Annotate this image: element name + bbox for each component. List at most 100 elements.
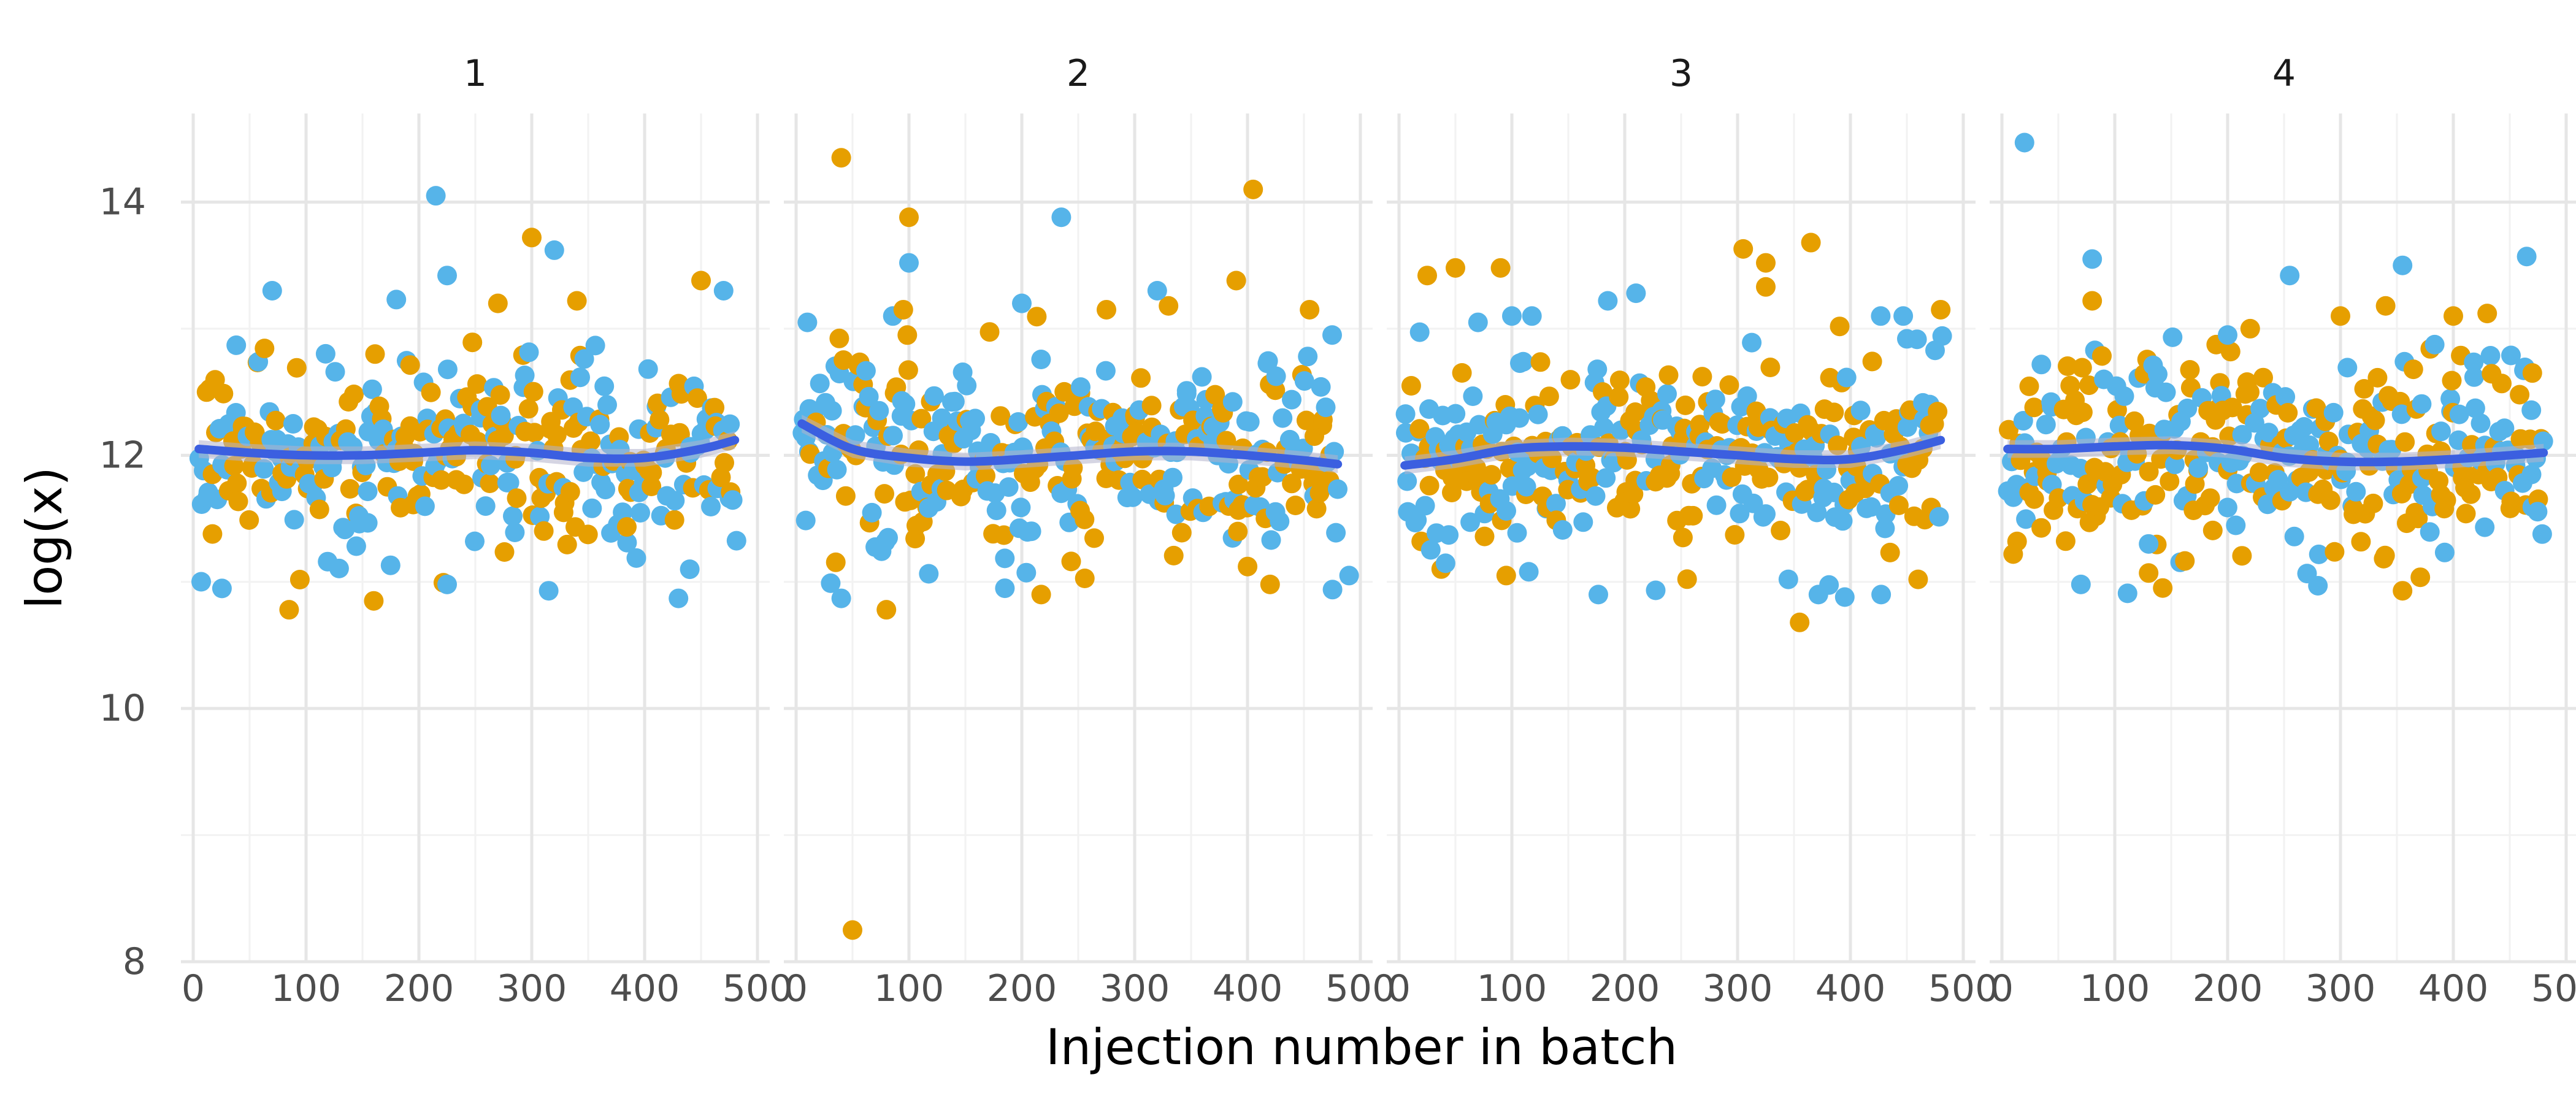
x-tick-label: 400 <box>1815 967 1886 1010</box>
point-series-a <box>239 510 259 530</box>
point-series-a <box>1141 396 1162 416</box>
point-series-a <box>507 488 527 508</box>
point-series-a <box>1675 395 1695 415</box>
point-series-b <box>2148 364 2168 385</box>
x-tick-label: 400 <box>2418 967 2489 1010</box>
point-series-a <box>1692 367 1712 387</box>
point-series-b <box>1012 293 1032 313</box>
point-series-a <box>581 431 601 451</box>
point-series-a <box>1228 521 1248 542</box>
point-series-a <box>202 524 223 544</box>
point-series-b <box>283 414 303 434</box>
minor-grid <box>784 113 1373 962</box>
point-series-b <box>2259 423 2279 443</box>
point-series-b <box>570 367 590 388</box>
point-series-b <box>1657 384 1677 404</box>
point-series-b <box>346 536 366 556</box>
point-series-a <box>831 148 851 168</box>
point-series-b <box>1756 504 1776 524</box>
point-series-b <box>2275 387 2296 407</box>
point-series-a <box>1756 277 1776 297</box>
point-series-b <box>2465 398 2485 418</box>
point-series-b <box>986 500 1006 521</box>
point-series-b <box>883 426 903 446</box>
point-series-b <box>1866 427 1887 448</box>
point-series-a <box>2375 545 2395 565</box>
point-series-a <box>2249 462 2269 483</box>
point-series-a <box>2325 542 2345 562</box>
point-series-b <box>669 588 689 608</box>
point-series-a <box>2220 342 2241 362</box>
point-series-a <box>560 481 580 502</box>
point-series-a <box>1999 420 2018 440</box>
point-series-b <box>1929 507 1949 527</box>
point-series-b <box>2337 358 2358 378</box>
scatter-points <box>189 186 746 620</box>
point-series-b <box>1270 512 1290 532</box>
point-series-b <box>631 503 650 523</box>
point-series-a <box>454 474 474 494</box>
point-series-b <box>1528 404 1548 424</box>
point-series-a <box>2160 471 2180 491</box>
point-series-a <box>467 374 487 394</box>
point-series-b <box>1519 562 1539 582</box>
point-series-b <box>2346 481 2366 502</box>
point-series-a <box>488 293 508 313</box>
point-series-b <box>1163 467 1183 488</box>
point-series-a <box>289 570 310 589</box>
point-series-b <box>1897 417 1917 437</box>
point-series-b <box>1316 397 1336 418</box>
point-series-b <box>1051 207 1071 228</box>
point-series-a <box>2510 385 2530 405</box>
point-series-b <box>1463 386 1483 406</box>
point-series-a <box>1880 542 1900 562</box>
point-series-b <box>2475 517 2495 537</box>
x-tick-label: 100 <box>271 967 342 1010</box>
point-series-b <box>437 574 457 594</box>
point-series-b <box>1706 495 1727 515</box>
point-series-b <box>2109 415 2129 435</box>
point-series-b <box>617 532 637 553</box>
point-series-a <box>2072 358 2092 378</box>
point-series-a <box>1756 253 1776 273</box>
x-tick-label: 500 <box>1325 967 1396 1010</box>
point-series-b <box>1409 322 1430 342</box>
point-series-b <box>358 513 378 533</box>
point-series-a <box>309 499 329 519</box>
x-tick-label: 0 <box>1990 967 2014 1010</box>
point-series-b <box>701 497 721 516</box>
point-series-b <box>515 366 535 385</box>
point-series-b <box>1122 487 1143 507</box>
point-series-a <box>1530 352 1551 372</box>
point-series-b <box>594 376 615 396</box>
point-series-b <box>2420 522 2440 542</box>
point-series-a <box>2180 360 2200 380</box>
point-series-a <box>490 385 510 405</box>
point-series-a <box>1031 585 1051 605</box>
trend-line <box>194 435 740 463</box>
facet-panel-1: 1 0 100 200 300 400 500 <box>181 52 792 1010</box>
point-series-a <box>2393 581 2413 601</box>
point-series-b <box>1322 580 1343 600</box>
point-series-a <box>1171 523 1192 543</box>
point-series-b <box>1326 523 1346 543</box>
point-series-a <box>826 552 846 572</box>
point-series-b <box>1730 504 1750 524</box>
point-series-b <box>1240 412 1260 432</box>
point-series-b <box>2031 355 2052 375</box>
point-series-b <box>1322 325 1342 345</box>
point-series-a <box>1931 299 1951 320</box>
point-series-b <box>2226 473 2247 494</box>
point-series-a <box>1712 414 1732 434</box>
point-series-b <box>1596 468 1616 488</box>
point-series-a <box>1797 480 1817 500</box>
point-series-a <box>1401 376 1421 396</box>
point-series-a <box>1286 496 1306 515</box>
point-series-b <box>2218 325 2237 345</box>
minor-grid <box>1990 113 2576 962</box>
point-series-b <box>2014 132 2034 153</box>
point-series-b <box>1836 367 1857 388</box>
point-series-a <box>344 385 364 404</box>
x-tick-label: 400 <box>1213 967 1283 1010</box>
